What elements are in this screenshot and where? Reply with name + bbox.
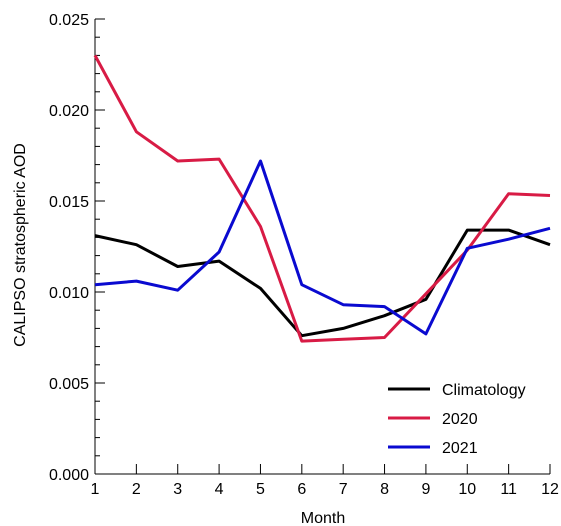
y-tick-label: 0.005 — [49, 376, 89, 393]
x-tick-label: 6 — [297, 481, 306, 498]
series-line-2021 — [94, 159, 551, 336]
x-tick-label: 3 — [173, 481, 182, 498]
series-lines — [93, 54, 551, 343]
x-tick-label: 11 — [500, 481, 517, 498]
y-tick-label: 0.025 — [49, 12, 89, 29]
y-axis-label: CALIPSO stratospheric AOD — [12, 143, 29, 347]
x-tick-label: 4 — [215, 481, 224, 498]
x-tick-label: 9 — [421, 481, 430, 498]
x-tick-label: 2 — [132, 481, 141, 498]
series-line-climatology — [94, 228, 551, 338]
legend-label-2020: 2020 — [442, 411, 478, 428]
series-line-2020 — [93, 54, 551, 343]
x-tick-label: 12 — [541, 481, 559, 498]
x-axis-label: Month — [301, 510, 345, 526]
y-tick-label: 0.010 — [49, 285, 89, 302]
y-tick-label: 0.000 — [49, 467, 89, 484]
y-tick-label: 0.015 — [49, 194, 89, 211]
legend-label-climatology: Climatology — [442, 382, 526, 399]
legend-label-2021: 2021 — [442, 440, 478, 457]
legend: Climatology 2020 2021 — [388, 382, 526, 457]
x-tick-label: 7 — [339, 481, 348, 498]
x-tick-label: 10 — [458, 481, 476, 498]
x-tick-label: 1 — [91, 481, 100, 498]
x-tick-label: 8 — [380, 481, 389, 498]
y-tick-label: 0.020 — [49, 103, 89, 120]
x-tick-label: 5 — [256, 481, 265, 498]
